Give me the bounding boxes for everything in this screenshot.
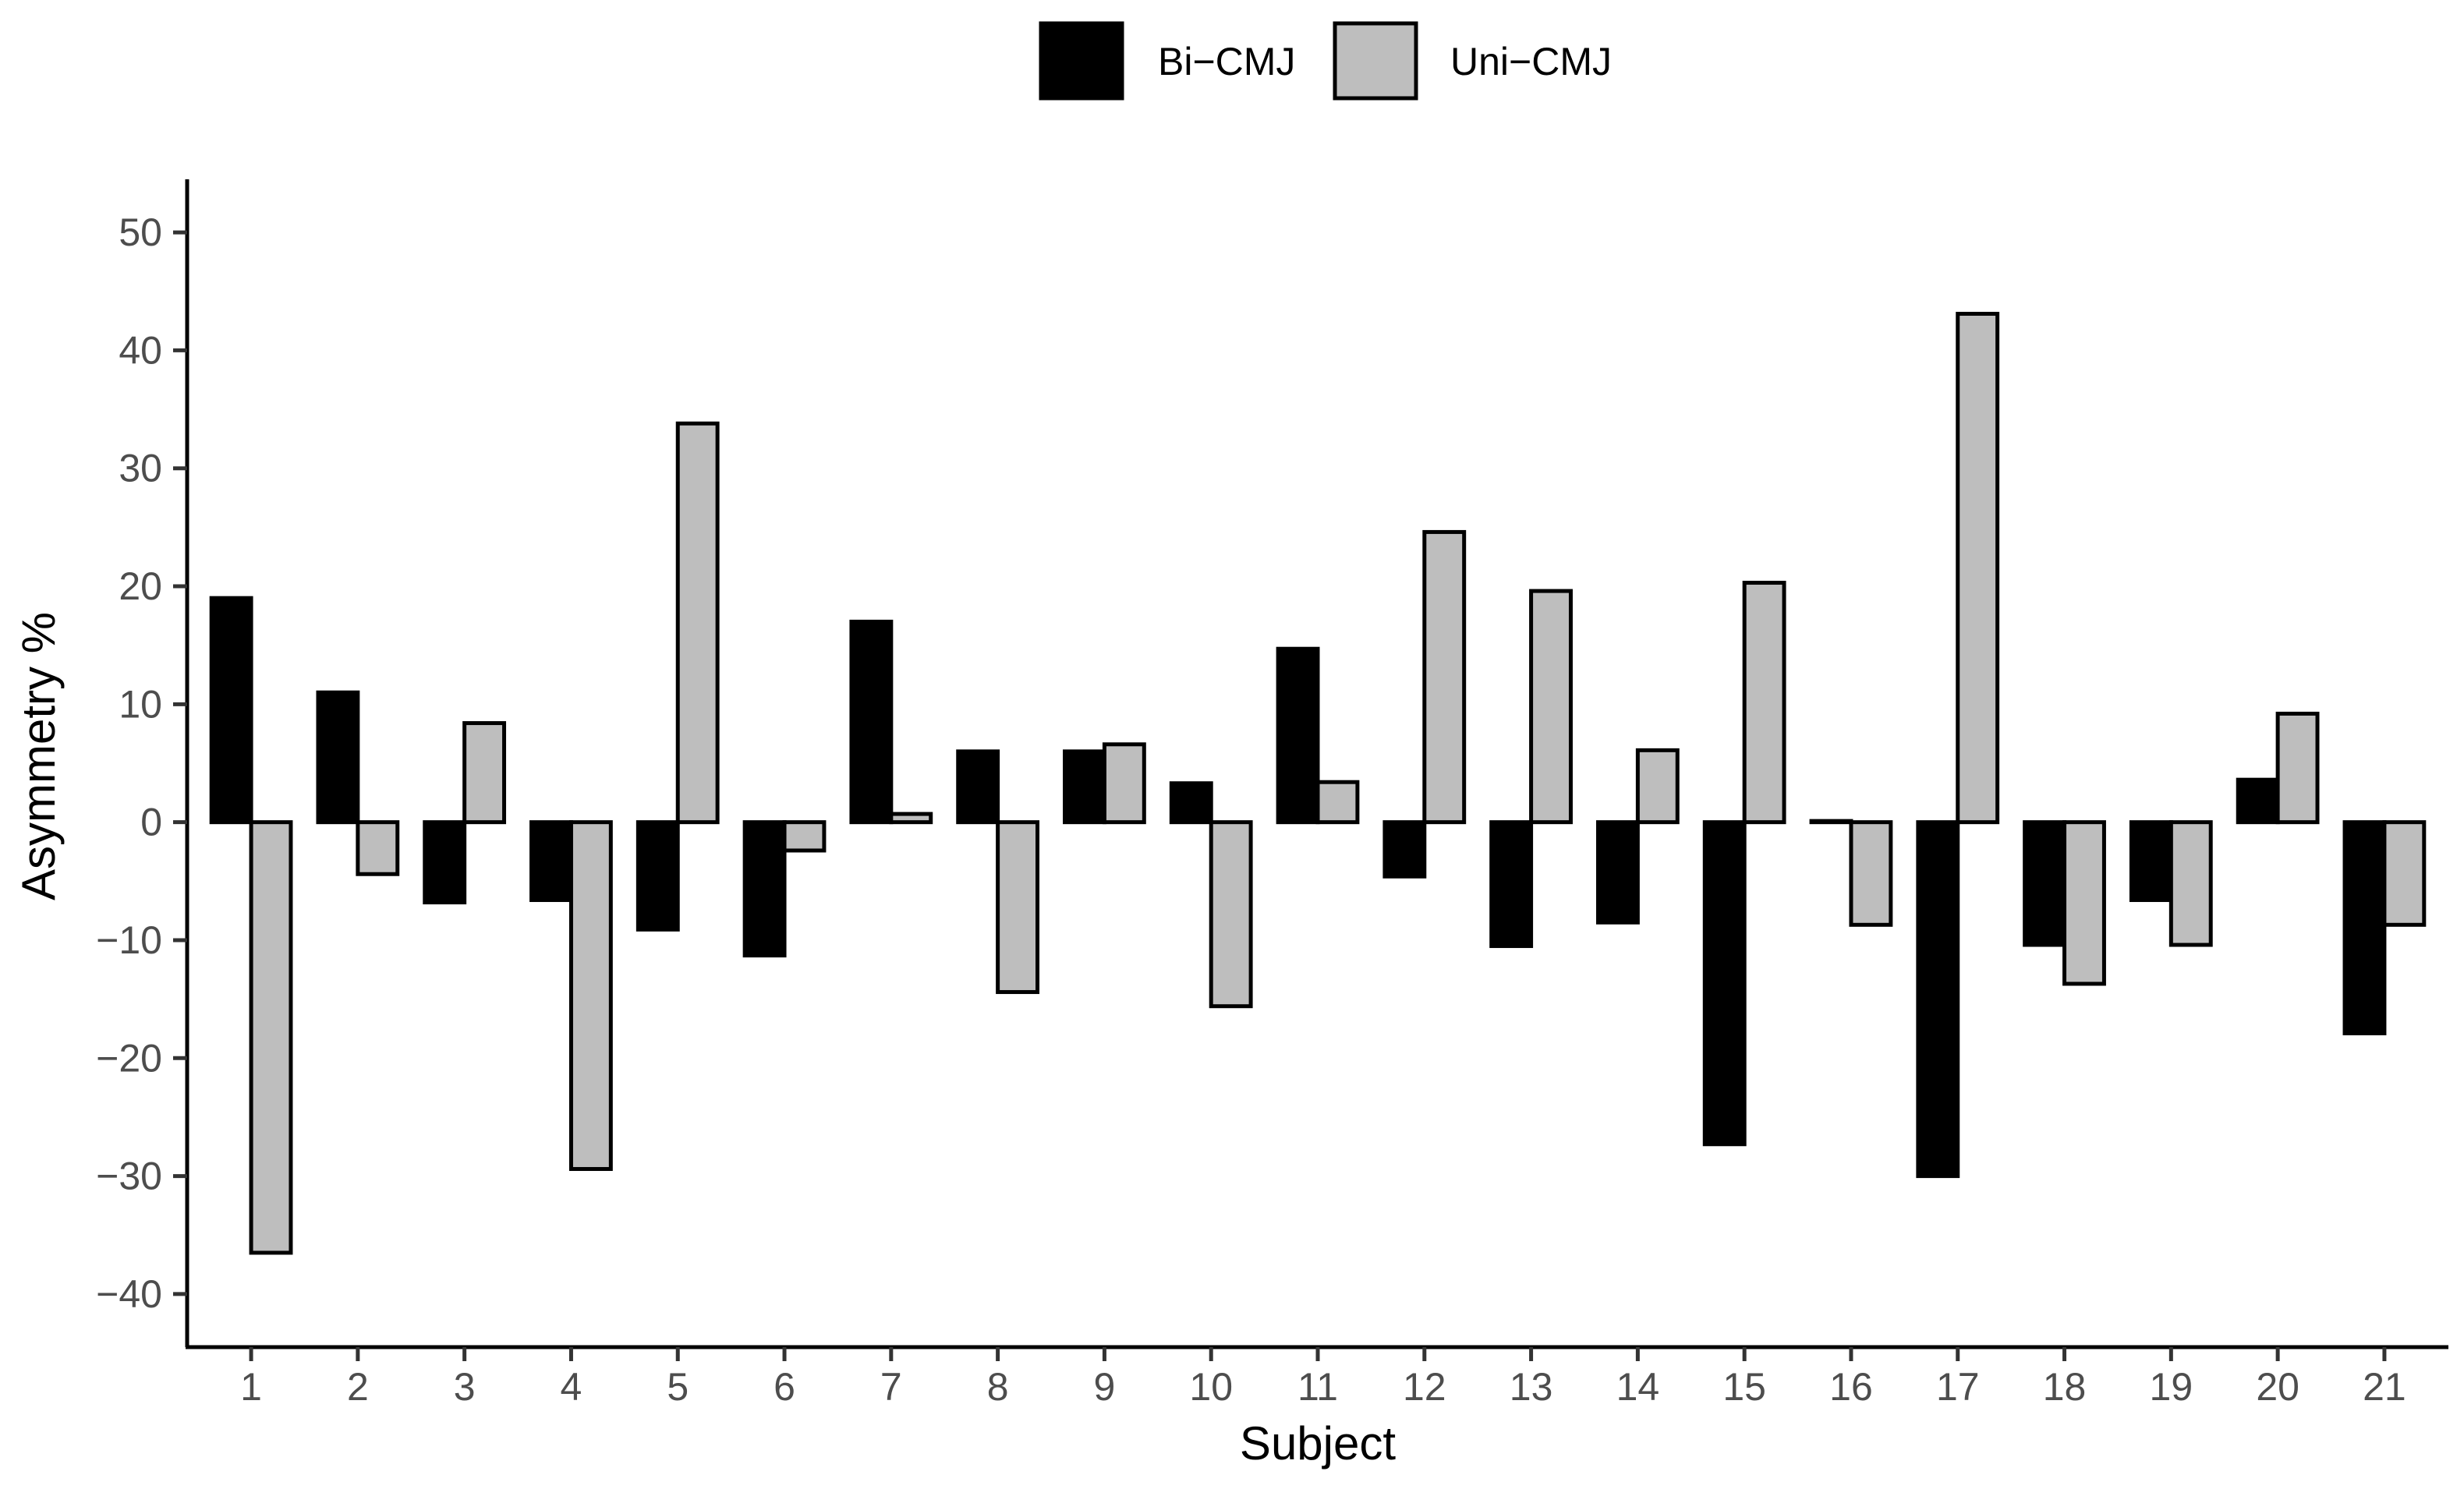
bar-bi-cmj-subject-6 [742,820,787,958]
bar-uni-cmj-subject-13 [1529,589,1573,825]
bar-bi-cmj-subject-9 [1063,749,1106,825]
bar-bi-cmj-subject-14 [1595,820,1640,925]
legend-label-uni-cmj: Uni−CMJ [1450,40,1612,83]
x-tick-label: 1 [240,1365,262,1409]
x-tick-label: 11 [1297,1365,1338,1409]
bar-bi-cmj-subject-7 [849,619,894,825]
bar-uni-cmj-subject-12 [1422,529,1467,825]
bar-bi-cmj-subject-10 [1169,781,1213,825]
bar-uni-cmj-subject-14 [1635,748,1680,825]
bar-bi-cmj-subject-21 [2342,820,2387,1036]
bar-uni-cmj-subject-16 [1849,820,1893,927]
bar-uni-cmj-subject-21 [2382,820,2427,927]
bar-bi-cmj-subject-12 [1382,820,1427,879]
bar-uni-cmj-subject-10 [1209,820,1253,1009]
bar-uni-cmj-subject-20 [2275,711,2320,825]
y-tick-label: 50 [119,210,162,254]
x-tick-label: 15 [1722,1365,1766,1409]
legend-key-uni-cmj [1333,21,1418,101]
x-tick-label: 4 [561,1365,582,1409]
bar-bi-cmj-subject-2 [316,690,360,825]
y-tick-label: 30 [119,447,162,490]
bar-uni-cmj-subject-5 [675,421,720,825]
bar-uni-cmj-subject-17 [1956,311,2000,825]
x-tick-label: 8 [987,1365,1009,1409]
bar-bi-cmj-subject-1 [209,596,253,825]
bar-uni-cmj-subject-9 [1102,742,1146,825]
x-tick-label: 5 [667,1365,689,1409]
bar-bi-cmj-subject-18 [2023,820,2067,947]
y-tick-label: −20 [96,1036,162,1080]
x-tick-label: 9 [1094,1365,1116,1409]
x-tick-label: 14 [1616,1365,1660,1409]
bar-bi-cmj-subject-5 [635,820,680,932]
bar-bi-cmj-subject-13 [1489,820,1534,949]
x-tick-label: 2 [347,1365,369,1409]
y-axis-title: Asymmetry % [12,612,65,900]
bar-uni-cmj-subject-19 [2168,820,2213,947]
y-tick-label: 40 [119,328,162,372]
y-tick-label: 20 [119,564,162,608]
x-tick-label: 17 [1936,1365,1980,1409]
bar-bi-cmj-subject-8 [956,749,1000,825]
x-tick-label: 13 [1510,1365,1553,1409]
x-tick-label: 20 [2256,1365,2299,1409]
bar-uni-cmj-subject-18 [2062,820,2106,986]
y-tick-label: −40 [96,1272,162,1316]
y-tick-label: 0 [140,801,162,844]
x-tick-label: 19 [2150,1365,2193,1409]
bar-uni-cmj-subject-1 [249,820,293,1255]
x-axis-title: Subject [1240,1417,1396,1470]
bar-uni-cmj-subject-8 [996,820,1040,995]
x-tick-label: 6 [774,1365,795,1409]
x-tick-label: 21 [2363,1365,2406,1409]
bar-bi-cmj-subject-11 [1276,646,1320,825]
bar-uni-cmj-subject-3 [462,721,507,825]
bar-uni-cmj-subject-11 [1315,780,1360,825]
bar-bi-cmj-subject-3 [423,820,467,905]
bar-uni-cmj-subject-4 [568,820,613,1172]
bar-bi-cmj-subject-20 [2236,777,2280,825]
bar-bi-cmj-subject-4 [529,820,573,903]
x-tick-label: 16 [1829,1365,1873,1409]
legend-key-bi-cmj [1039,21,1124,101]
x-tick-label: 7 [880,1365,902,1409]
bar-bi-cmj-subject-19 [2129,820,2173,903]
bar-uni-cmj-subject-2 [356,820,400,876]
bar-bi-cmj-subject-15 [1702,820,1747,1147]
y-tick-label: 10 [119,682,162,726]
x-tick-label: 3 [454,1365,476,1409]
y-tick-label: −10 [96,918,162,962]
legend: Bi−CMJ Uni−CMJ [1039,21,1612,101]
bar-uni-cmj-subject-15 [1742,580,1786,825]
bars-group [209,311,2427,1255]
y-tick-label: −30 [96,1155,162,1198]
bar-uni-cmj-subject-6 [782,820,827,853]
x-tick-label: 10 [1189,1365,1233,1409]
legend-label-bi-cmj: Bi−CMJ [1158,40,1295,83]
x-tick-label: 18 [2043,1365,2087,1409]
bar-bi-cmj-subject-16 [1809,819,1853,825]
bar-bi-cmj-subject-17 [1916,820,1960,1179]
x-tick-label: 12 [1403,1365,1446,1409]
bar-uni-cmj-subject-7 [889,812,933,825]
